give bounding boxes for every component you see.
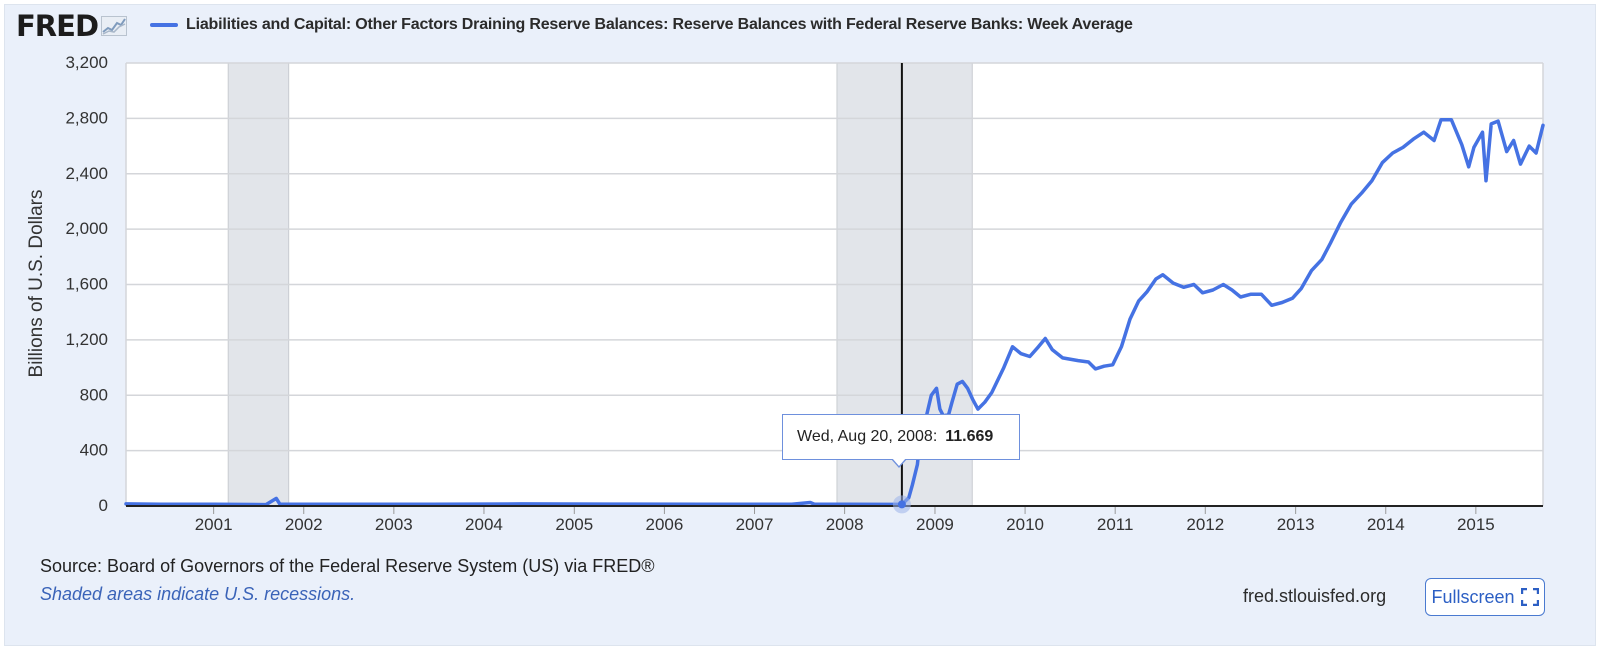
x-tick-label: 2002 [285, 515, 323, 534]
x-tick-label: 2015 [1457, 515, 1495, 534]
x-tick-label: 2006 [645, 515, 683, 534]
x-tick-label: 2009 [916, 515, 954, 534]
chart-tooltip: Wed, Aug 20, 2008: 11.669 [782, 414, 1020, 460]
hover-point[interactable] [897, 500, 906, 509]
x-tick-label: 2004 [465, 515, 503, 534]
chart-trend-icon [101, 15, 128, 41]
x-tick-label: 2008 [826, 515, 864, 534]
fred-logo[interactable]: FRED [16, 9, 128, 43]
legend-swatch [150, 23, 178, 27]
fullscreen-button[interactable]: Fullscreen [1425, 578, 1545, 616]
y-tick-label: 2,800 [65, 108, 108, 127]
y-tick-label: 400 [80, 441, 108, 460]
expand-icon [1520, 588, 1539, 606]
x-tick-label: 2010 [1006, 515, 1044, 534]
x-tick-label: 2011 [1097, 515, 1134, 534]
y-tick-label: 0 [99, 496, 108, 515]
source-text: Source: Board of Governors of the Federa… [40, 556, 655, 576]
y-axis-label: Billions of U.S. Dollars [26, 190, 47, 378]
x-tick-label: 2001 [195, 515, 233, 534]
y-tick-label: 2,000 [65, 219, 108, 238]
x-tick-label: 2007 [736, 515, 774, 534]
site-url[interactable]: fred.stlouisfed.org [1243, 586, 1387, 606]
logo-text: FRED [16, 9, 99, 43]
tooltip-date: Wed, Aug 20, 2008: [797, 428, 938, 445]
y-tick-label: 800 [80, 385, 108, 404]
y-tick-label: 3,200 [65, 53, 108, 72]
recession-note: Shaded areas indicate U.S. recessions. [40, 584, 356, 604]
x-tick-label: 2014 [1367, 515, 1405, 534]
tooltip-pointer-fill [892, 458, 906, 466]
y-tick-label: 2,400 [65, 164, 108, 183]
y-tick-label: 1,600 [65, 275, 108, 294]
x-tick-label: 2003 [375, 515, 413, 534]
x-tick-label: 2005 [555, 515, 593, 534]
x-tick-label: 2013 [1277, 515, 1315, 534]
fullscreen-label: Fullscreen [1431, 586, 1515, 607]
legend-label: Liabilities and Capital: Other Factors D… [186, 16, 1133, 33]
tooltip-value: 11.669 [945, 428, 994, 445]
x-tick-label: 2012 [1186, 515, 1224, 534]
y-tick-label: 1,200 [65, 330, 108, 349]
chart-legend: Liabilities and Capital: Other Factors D… [150, 16, 1133, 34]
